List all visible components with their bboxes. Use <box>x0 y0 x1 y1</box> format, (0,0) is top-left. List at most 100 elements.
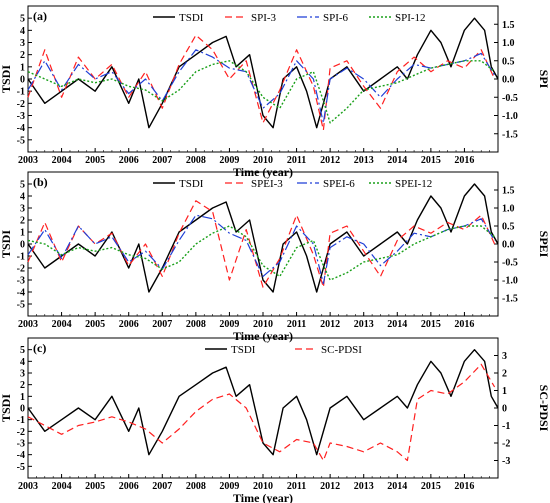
y-right-tick-label: 2 <box>502 369 507 380</box>
y-right-tick-label: -0.5 <box>502 93 518 104</box>
y-left-tick-label: 5 <box>20 345 25 356</box>
y-right-tick-label: -2 <box>502 439 510 450</box>
series-line-tsdi <box>27 17 499 129</box>
y-right-tick-label: 1.5 <box>502 20 515 31</box>
x-tick-label: 2013 <box>354 319 374 330</box>
x-tick-label: 2014 <box>387 481 407 492</box>
plot-frame <box>27 5 499 153</box>
y-right-tick-label: 1.5 <box>502 186 515 197</box>
y-left-axis-label: TSDI <box>0 65 13 93</box>
x-tick-label: 2015 <box>421 481 441 492</box>
y-left-tick-label: -2 <box>17 99 25 110</box>
y-left-tick-label: 4 <box>20 192 25 203</box>
y-right-tick-label: -1.0 <box>502 111 518 122</box>
y-right-tick-label: -1 <box>502 421 510 432</box>
panel-label: (a) <box>33 9 47 23</box>
y-left-tick-label: 5 <box>20 180 25 191</box>
legend-label: TSDI <box>179 12 204 24</box>
y-left-tick-label: -1 <box>17 252 25 263</box>
x-tick-label: 2014 <box>387 319 407 330</box>
y-left-tick-label: -3 <box>17 276 25 287</box>
y-left-tick-label: -3 <box>17 439 25 450</box>
x-tick-label: 2016 <box>454 155 474 166</box>
x-tick-label: 2003 <box>18 319 38 330</box>
legend-label: SPI-3 <box>251 12 277 24</box>
legend-label: TSDI <box>179 178 204 190</box>
y-right-tick-label: -0.5 <box>502 258 518 269</box>
series-line-spi-12 <box>27 60 496 124</box>
series-line-tsdi <box>27 349 499 456</box>
y-left-tick-label: 0 <box>20 404 25 415</box>
x-tick-label: 2014 <box>387 155 407 166</box>
y-right-tick-label: 0.0 <box>502 240 515 251</box>
series-line-spei-12 <box>27 225 496 281</box>
y-left-axis-label: TSDI <box>0 394 13 422</box>
x-tick-label: 2008 <box>186 481 206 492</box>
legend-label: TSDI <box>231 344 256 356</box>
y-right-tick-label: -3 <box>502 456 510 467</box>
x-tick-label: 2003 <box>18 155 38 166</box>
y-right-tick-label: 0.5 <box>502 56 515 67</box>
x-tick-label: 2008 <box>186 319 206 330</box>
x-tick-label: 2003 <box>18 481 38 492</box>
x-tick-label: 2015 <box>421 319 441 330</box>
y-right-tick-label: 0.5 <box>502 222 515 233</box>
y-left-tick-label: 2 <box>20 216 25 227</box>
y-left-tick-label: 4 <box>20 26 25 37</box>
y-right-tick-label: 1.0 <box>502 204 515 215</box>
x-tick-label: 2005 <box>85 481 105 492</box>
y-left-tick-label: 4 <box>20 357 25 368</box>
x-tick-label: 2007 <box>152 481 172 492</box>
y-left-axis-label: TSDI <box>0 230 13 258</box>
y-left-tick-label: 2 <box>20 50 25 61</box>
x-axis-label: Time (year) <box>233 329 293 343</box>
legend-label: SPEI-12 <box>395 178 432 190</box>
y-left-tick-label: 3 <box>20 38 25 49</box>
x-tick-label: 2004 <box>52 481 72 492</box>
y-right-axis-label: SPEI <box>537 231 550 258</box>
plot-frame <box>27 171 499 317</box>
y-left-tick-label: -5 <box>17 462 25 473</box>
x-tick-label: 2010 <box>253 481 273 492</box>
x-tick-label: 2010 <box>253 155 273 166</box>
series-line-spei-3 <box>27 200 496 288</box>
y-right-tick-label: -1.5 <box>502 294 518 305</box>
y-right-tick-label: -1.0 <box>502 276 518 287</box>
y-left-tick-label: -1 <box>17 87 25 98</box>
x-tick-label: 2009 <box>219 155 239 166</box>
y-left-tick-label: -3 <box>17 111 25 122</box>
y-left-tick-label: -2 <box>17 264 25 275</box>
y-left-tick-label: 2 <box>20 380 25 391</box>
series-line-spi-6 <box>27 49 496 124</box>
y-left-tick-label: 0 <box>20 75 25 86</box>
chart-panel-1: 2003 2004 2005 2006 2007 2008 2009 2010 2011 2012… <box>0 5 550 179</box>
x-tick-label: 2009 <box>219 319 239 330</box>
panel-label: (b) <box>33 175 48 189</box>
series-line-tsdi <box>27 183 499 293</box>
y-left-tick-label: -4 <box>17 123 25 134</box>
x-tick-label: 2005 <box>85 319 105 330</box>
x-tick-label: 2012 <box>320 319 340 330</box>
x-tick-label: 2009 <box>219 481 239 492</box>
x-tick-label: 2011 <box>287 481 306 492</box>
chart-panel-3: 2003 2004 2005 2006 2007 2008 2009 2010 2011 2 0 1 2… <box>0 337 550 503</box>
y-left-tick-label: -5 <box>17 300 25 311</box>
plot-frame <box>27 337 499 479</box>
y-left-tick-label: -5 <box>17 135 25 146</box>
y-left-tick-label: -2 <box>17 427 25 438</box>
x-tick-label: 2016 <box>454 481 474 492</box>
y-right-tick-label: 1 <box>502 386 507 397</box>
y-left-tick-label: 5 <box>20 14 25 25</box>
legend-label: SPI-6 <box>323 12 349 24</box>
x-tick-label: 2007 <box>152 319 172 330</box>
x-tick-label: 2013 <box>354 481 374 492</box>
x-tick-label: 2006 <box>119 481 139 492</box>
x-tick-label: 2006 <box>119 319 139 330</box>
x-tick-label: 2007 <box>152 155 172 166</box>
x-axis-label: Time (year) <box>233 491 293 503</box>
y-left-tick-label: 3 <box>20 204 25 215</box>
x-tick-label: 2005 <box>85 155 105 166</box>
x-tick-label: 2011 <box>287 319 306 330</box>
x-tick-label: 2008 <box>186 155 206 166</box>
